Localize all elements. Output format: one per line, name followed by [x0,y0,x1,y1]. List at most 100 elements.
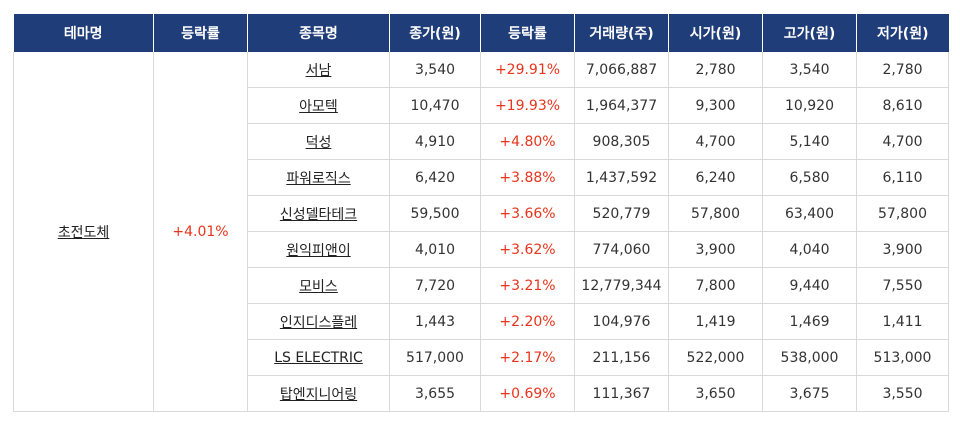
open-price-cell: 1,419 [668,303,763,340]
theme-name-link[interactable]: 초전도체 [57,224,110,241]
stock-name-link[interactable]: 서남 [305,62,332,79]
volume-cell: 7,066,887 [574,52,669,88]
low-price-cell: 1,411 [856,303,949,340]
col-header-volume: 거래량(주) [574,14,669,52]
stock-name-cell: 원익피앤이 [247,231,390,268]
stock-name-link[interactable]: 모비스 [299,278,338,295]
col-header-rate: 등락률 [480,14,575,52]
low-price-cell: 3,900 [856,231,949,268]
low-price-cell: 4,700 [856,123,949,160]
low-price-cell: 7,550 [856,267,949,304]
table-row: 모비스 7,720 +3.21% 12,779,344 7,800 9,440 7,550 [14,267,949,304]
high-price-cell: 6,580 [762,159,857,196]
volume-cell: 774,060 [574,231,669,268]
high-price-cell: 10,920 [762,87,857,124]
stock-name-link[interactable]: 파워로직스 [286,170,351,187]
open-price-cell: 7,800 [668,267,763,304]
stock-name-cell: LS ELECTRIC [247,339,390,376]
col-header-low: 저가(원) [856,14,949,52]
close-price-cell: 59,500 [389,195,481,232]
open-price-cell: 4,700 [668,123,763,160]
stock-name-link[interactable]: 인지디스플레 [279,314,358,331]
open-price-cell: 3,900 [668,231,763,268]
stock-name-link[interactable]: 탑엔지니어링 [279,386,358,403]
stock-name-cell: 파워로직스 [247,159,390,196]
stock-name-cell: 인지디스플레 [247,303,390,340]
high-price-cell: 63,400 [762,195,857,232]
volume-cell: 12,779,344 [574,267,669,304]
high-price-cell: 3,540 [762,52,857,88]
stock-name-cell: 서남 [247,52,390,88]
volume-cell: 520,779 [574,195,669,232]
high-price-cell: 538,000 [762,339,857,376]
close-price-cell: 6,420 [389,159,481,196]
close-price-cell: 10,470 [389,87,481,124]
change-rate-cell: +2.17% [480,339,575,376]
low-price-cell: 513,000 [856,339,949,376]
change-rate-cell: +19.93% [480,87,575,124]
close-price-cell: 517,000 [389,339,481,376]
change-rate-cell: +3.21% [480,267,575,304]
low-price-cell: 8,610 [856,87,949,124]
change-rate-cell: +3.88% [480,159,575,196]
volume-cell: 1,964,377 [574,87,669,124]
table-row: 아모텍 10,470 +19.93% 1,964,377 9,300 10,920 8,61… [14,87,949,124]
col-header-open: 시가(원) [668,14,763,52]
low-price-cell: 3,550 [856,375,949,412]
open-price-cell: 6,240 [668,159,763,196]
change-rate-cell: +2.20% [480,303,575,340]
table-row: 초전도체 +4.01% 서남 3,540 +29.91% 7,066,887 2,780 3,… [13,52,949,412]
high-price-cell: 3,675 [762,375,857,412]
close-price-cell: 4,010 [389,231,481,268]
theme-name-cell: 초전도체 [13,52,154,412]
high-price-cell: 1,469 [762,303,857,340]
volume-cell: 111,367 [574,375,669,412]
table-row: LS ELECTRIC 517,000 +2.17% 211,156 522,000 53… [14,339,949,376]
open-price-cell: 3,650 [668,375,763,412]
low-price-cell: 2,780 [856,52,949,88]
change-rate-cell: +0.69% [480,375,575,412]
stock-name-cell: 아모텍 [247,87,390,124]
col-header-close: 종가(원) [389,14,481,52]
stock-name-cell: 덕성 [247,123,390,160]
stock-name-link[interactable]: 아모텍 [299,98,338,115]
volume-cell: 908,305 [574,123,669,160]
col-header-stock-name: 종목명 [247,14,390,52]
high-price-cell: 9,440 [762,267,857,304]
volume-cell: 1,437,592 [574,159,669,196]
stock-name-link[interactable]: 신성델타테크 [279,206,358,223]
low-price-cell: 6,110 [856,159,949,196]
open-price-cell: 2,780 [668,52,763,88]
stock-name-link[interactable]: 덕성 [305,134,332,151]
change-rate-cell: +3.62% [480,231,575,268]
volume-cell: 104,976 [574,303,669,340]
table-body: 초전도체 +4.01% 서남 3,540 +29.91% 7,066,887 2,780 3,… [13,52,949,412]
high-price-cell: 5,140 [762,123,857,160]
change-rate-cell: +4.80% [480,123,575,160]
table-row: 신성델타테크 59,500 +3.66% 520,779 57,800 63,400 57,… [14,195,949,232]
close-price-cell: 3,655 [389,375,481,412]
stock-name-cell: 탑엔지니어링 [247,375,390,412]
stock-name-cell: 신성델타테크 [247,195,390,232]
change-rate-cell: +3.66% [480,195,575,232]
stock-name-link[interactable]: 원익피앤이 [286,242,351,259]
table-row: 인지디스플레 1,443 +2.20% 104,976 1,419 1,469 1,411 [14,303,949,340]
table-row: 원익피앤이 4,010 +3.62% 774,060 3,900 4,040 3,900 [14,231,949,268]
stock-name-cell: 모비스 [247,267,390,304]
open-price-cell: 522,000 [668,339,763,376]
theme-rate-cell: +4.01% [153,52,248,412]
theme-stock-table-container: 테마명 등락률 종목명 종가(원) 등락률 거래량(주) 시가(원) 고가(원)… [13,14,949,412]
table-row: 덕성 4,910 +4.80% 908,305 4,700 5,140 4,700 [14,123,949,160]
col-header-high: 고가(원) [762,14,857,52]
close-price-cell: 3,540 [389,52,481,88]
stock-name-link[interactable]: LS ELECTRIC [274,349,363,366]
volume-cell: 211,156 [574,339,669,376]
col-header-theme-rate: 등락률 [153,14,248,52]
col-header-theme: 테마명 [13,14,154,52]
open-price-cell: 9,300 [668,87,763,124]
table-header-row: 테마명 등락률 종목명 종가(원) 등락률 거래량(주) 시가(원) 고가(원)… [13,14,949,52]
close-price-cell: 7,720 [389,267,481,304]
table-row: 탑엔지니어링 3,655 +0.69% 111,367 3,650 3,675 3,550 [14,375,949,412]
open-price-cell: 57,800 [668,195,763,232]
close-price-cell: 1,443 [389,303,481,340]
